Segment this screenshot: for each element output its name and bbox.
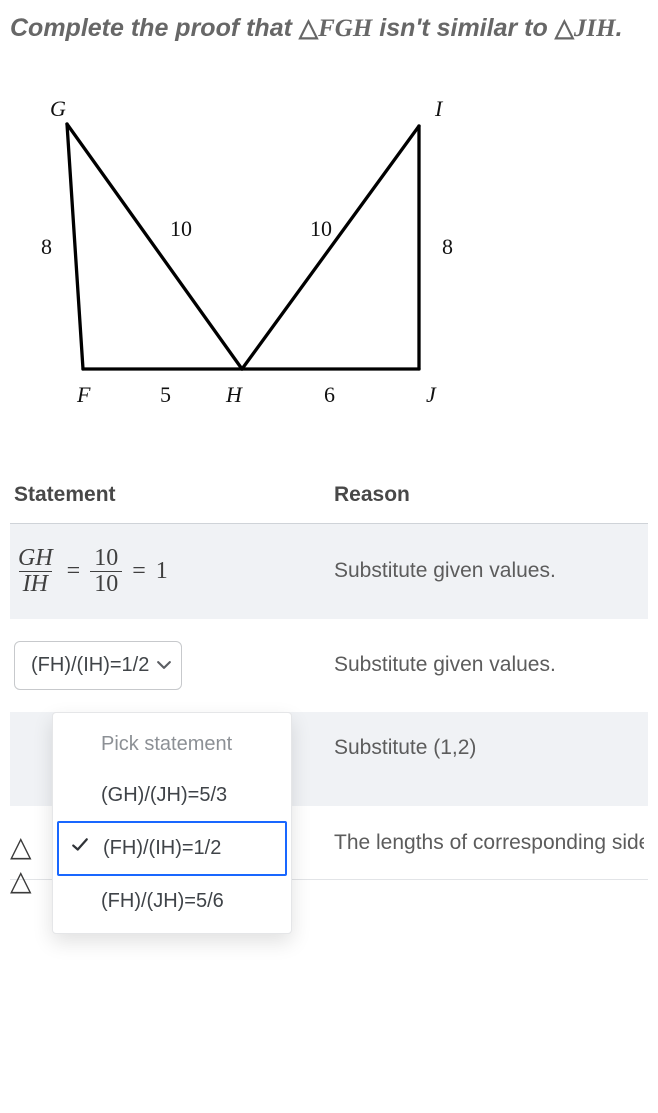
prompt-seg-6: . — [616, 14, 623, 42]
figure-svg: G I F H J 8 10 10 8 5 6 — [20, 84, 470, 424]
dropdown-option-1-label: (FH)/(IH)=1/2 — [103, 837, 221, 859]
statement-2: (FH)/(IH)=1/2 — [14, 641, 334, 690]
dropdown-option-0[interactable]: (GH)/(JH)=5/3 — [57, 770, 287, 821]
chevron-down-icon — [157, 658, 171, 672]
statement-dropdown-menu: Pick statement (GH)/(JH)=5/3 (FH)/(IH)=1… — [52, 712, 292, 934]
geometry-figure: G I F H J 8 10 10 8 5 6 — [20, 84, 648, 429]
dropdown-placeholder[interactable]: Pick statement — [57, 719, 287, 770]
frac-num-1: GH — [18, 545, 53, 571]
result-1: 1 — [156, 558, 168, 585]
page-root: Complete the proof that FGH isn't simila… — [0, 0, 658, 910]
reason-4: The lengths of corresponding sides do no… — [334, 828, 644, 857]
svg-text:10: 10 — [170, 216, 192, 241]
table-header-row: Statement Reason — [10, 469, 648, 524]
question-prompt: Complete the proof that FGH isn't simila… — [10, 10, 648, 48]
svg-text:6: 6 — [324, 382, 335, 407]
svg-text:J: J — [426, 382, 437, 407]
header-statement: Statement — [14, 483, 334, 507]
triangle-icon — [10, 864, 32, 898]
proof-row-2: (FH)/(IH)=1/2 Substitute given values. — [10, 619, 648, 712]
reason-3: Substitute (1,2) — [334, 736, 644, 760]
svg-text:5: 5 — [160, 382, 171, 407]
statement-2-select[interactable]: (FH)/(IH)=1/2 — [14, 641, 182, 690]
header-reason: Reason — [334, 483, 644, 507]
frac-den-2: 10 — [90, 571, 122, 597]
triangle-icon — [555, 14, 574, 42]
triangle-icon — [10, 830, 32, 864]
equals-1a: = — [67, 558, 81, 585]
svg-text:G: G — [50, 96, 66, 121]
reason-2: Substitute given values. — [334, 653, 644, 677]
triangle-icon — [299, 14, 318, 42]
statement-1: GH IH = 10 10 = 1 — [14, 546, 334, 597]
prompt-triangle-1: FGH — [318, 15, 372, 42]
check-icon — [71, 836, 89, 860]
svg-text:10: 10 — [310, 216, 332, 241]
svg-text:8: 8 — [442, 234, 453, 259]
svg-text:H: H — [225, 382, 243, 407]
svg-text:I: I — [434, 96, 444, 121]
equals-1b: = — [132, 558, 146, 585]
fraction-10-10: 10 10 — [90, 546, 122, 597]
svg-text:8: 8 — [41, 234, 52, 259]
statement-2-value: (FH)/(IH)=1/2 — [31, 654, 149, 677]
fraction-gh-ih: GH IH — [14, 546, 57, 597]
proof-row-3: Substitute (1,2) Pick statement (GH)/(JH… — [10, 712, 648, 806]
frac-num-2: 10 — [90, 546, 122, 571]
proof-table: Statement Reason GH IH = 10 10 = 1 — [10, 469, 648, 881]
prompt-seg-0: Complete the proof that — [10, 14, 299, 42]
svg-text:F: F — [76, 382, 91, 407]
prompt-seg-3: isn't similar to — [372, 14, 554, 42]
proof-row-1: GH IH = 10 10 = 1 Substitute given value… — [10, 524, 648, 619]
dropdown-option-1[interactable]: (FH)/(IH)=1/2 — [57, 821, 287, 876]
prompt-triangle-2: JIH — [574, 15, 616, 42]
dropdown-option-2[interactable]: (FH)/(JH)=5/6 — [57, 876, 287, 927]
reason-1: Substitute given values. — [334, 559, 644, 583]
frac-den-1: IH — [23, 571, 48, 597]
